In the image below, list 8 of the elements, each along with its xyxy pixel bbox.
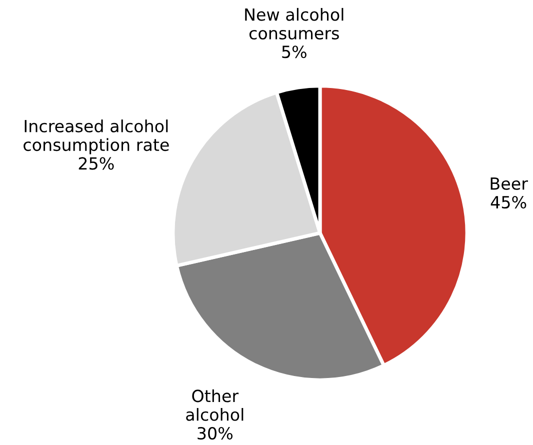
slice-label: Beer bbox=[490, 178, 528, 190]
data-label: 45% bbox=[490, 196, 526, 209]
slice-label: Increased alcohol consumption rate bbox=[24, 120, 169, 154]
data-label: 25% bbox=[78, 157, 114, 170]
data-label: 5% bbox=[282, 46, 306, 58]
data-label: 30% bbox=[198, 426, 233, 440]
slice-label: Other alcohol bbox=[186, 389, 244, 421]
slice-label: New alcohol consumers bbox=[245, 8, 344, 40]
